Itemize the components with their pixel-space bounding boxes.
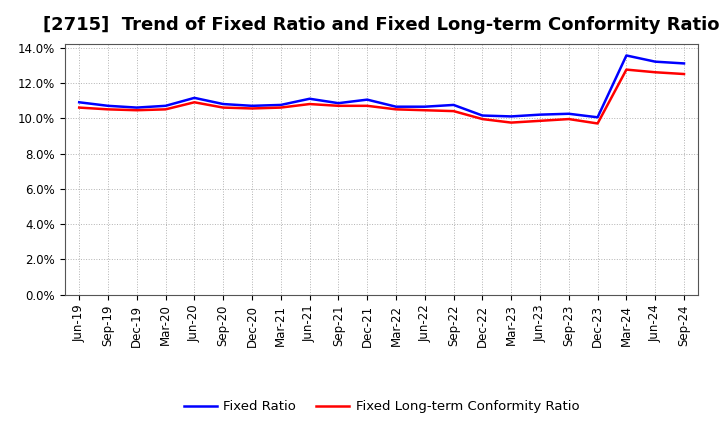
- Fixed Long-term Conformity Ratio: [564, 117, 573, 122]
- Fixed Ratio: [392, 104, 400, 109]
- Fixed Long-term Conformity Ratio: [75, 105, 84, 110]
- Fixed Ratio: [420, 104, 429, 109]
- Title: [2715]  Trend of Fixed Ratio and Fixed Long-term Conformity Ratio: [2715] Trend of Fixed Ratio and Fixed Lo…: [43, 16, 720, 34]
- Fixed Ratio: [219, 101, 228, 106]
- Fixed Long-term Conformity Ratio: [248, 106, 256, 111]
- Fixed Ratio: [622, 53, 631, 58]
- Fixed Ratio: [248, 103, 256, 108]
- Fixed Ratio: [651, 59, 660, 64]
- Fixed Long-term Conformity Ratio: [161, 107, 170, 112]
- Fixed Ratio: [507, 114, 516, 119]
- Fixed Long-term Conformity Ratio: [104, 107, 112, 112]
- Fixed Ratio: [190, 95, 199, 100]
- Fixed Ratio: [449, 102, 458, 107]
- Fixed Ratio: [680, 61, 688, 66]
- Fixed Ratio: [75, 99, 84, 105]
- Fixed Long-term Conformity Ratio: [334, 103, 343, 108]
- Fixed Long-term Conformity Ratio: [478, 117, 487, 122]
- Fixed Long-term Conformity Ratio: [680, 71, 688, 77]
- Fixed Ratio: [305, 96, 314, 101]
- Fixed Ratio: [161, 103, 170, 108]
- Fixed Ratio: [132, 105, 141, 110]
- Fixed Long-term Conformity Ratio: [449, 109, 458, 114]
- Fixed Long-term Conformity Ratio: [507, 120, 516, 125]
- Fixed Ratio: [334, 100, 343, 106]
- Legend: Fixed Ratio, Fixed Long-term Conformity Ratio: Fixed Ratio, Fixed Long-term Conformity …: [179, 395, 585, 418]
- Fixed Ratio: [478, 113, 487, 118]
- Fixed Long-term Conformity Ratio: [651, 70, 660, 75]
- Fixed Long-term Conformity Ratio: [190, 99, 199, 105]
- Fixed Long-term Conformity Ratio: [392, 107, 400, 112]
- Fixed Long-term Conformity Ratio: [305, 101, 314, 106]
- Fixed Long-term Conformity Ratio: [622, 67, 631, 72]
- Fixed Ratio: [564, 111, 573, 117]
- Fixed Ratio: [593, 115, 602, 120]
- Fixed Ratio: [104, 103, 112, 108]
- Fixed Long-term Conformity Ratio: [276, 105, 285, 110]
- Line: Fixed Long-term Conformity Ratio: Fixed Long-term Conformity Ratio: [79, 70, 684, 124]
- Line: Fixed Ratio: Fixed Ratio: [79, 55, 684, 117]
- Fixed Long-term Conformity Ratio: [363, 103, 372, 108]
- Fixed Ratio: [276, 102, 285, 107]
- Fixed Long-term Conformity Ratio: [219, 105, 228, 110]
- Fixed Ratio: [536, 112, 544, 117]
- Fixed Long-term Conformity Ratio: [536, 118, 544, 124]
- Fixed Long-term Conformity Ratio: [593, 121, 602, 126]
- Fixed Long-term Conformity Ratio: [420, 108, 429, 113]
- Fixed Ratio: [363, 97, 372, 102]
- Fixed Long-term Conformity Ratio: [132, 108, 141, 113]
